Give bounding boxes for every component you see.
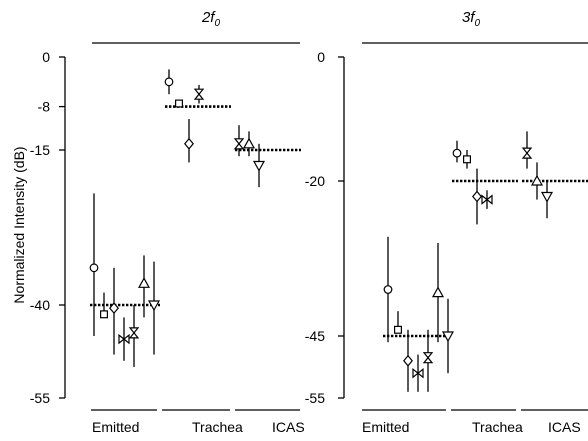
marker-bowtie-v bbox=[521, 147, 533, 159]
group-label: Trachea bbox=[472, 419, 523, 435]
marker-triangle-up bbox=[242, 137, 256, 149]
group-emitted: Emitted bbox=[89, 193, 161, 435]
marker-bowtie-h bbox=[412, 367, 424, 379]
marker-diamond bbox=[184, 137, 194, 150]
marker-bowtie-v bbox=[128, 327, 140, 339]
panel-title: 2f0 bbox=[201, 9, 221, 29]
marker-triangle-down bbox=[441, 331, 455, 343]
marker-bowtie-h bbox=[118, 333, 130, 345]
marker-square bbox=[394, 325, 403, 334]
marker-circle bbox=[452, 148, 462, 158]
marker-bowtie-v bbox=[233, 138, 245, 150]
marker-diamond bbox=[403, 354, 413, 367]
marker-bowtie-v bbox=[422, 352, 434, 364]
group-trachea: Trachea bbox=[162, 69, 243, 435]
group-trachea: Trachea bbox=[451, 140, 523, 435]
marker-triangle-up bbox=[530, 174, 544, 186]
marker-circle bbox=[164, 77, 174, 87]
y-tick-label: -15 bbox=[30, 142, 50, 158]
marker-diamond bbox=[472, 190, 482, 203]
y-tick-label: -40 bbox=[30, 297, 50, 313]
marker-triangle-down bbox=[252, 160, 266, 172]
marker-diamond bbox=[109, 302, 119, 315]
group-label: Emitted bbox=[362, 419, 409, 435]
panel-title-subscript: 0 bbox=[214, 18, 220, 29]
group-emitted: Emitted bbox=[362, 236, 455, 435]
group-icas: ICAS bbox=[233, 125, 305, 435]
marker-circle bbox=[383, 285, 393, 294]
marker-bowtie-v bbox=[193, 88, 205, 100]
group-icas: ICAS bbox=[521, 131, 588, 435]
group-label: Emitted bbox=[92, 419, 139, 435]
y-tick-label: 0 bbox=[42, 49, 50, 65]
marker-circle bbox=[89, 263, 99, 273]
marker-square bbox=[463, 155, 472, 164]
y-tick-label: -45 bbox=[305, 328, 325, 344]
marker-triangle-down bbox=[147, 300, 161, 312]
marker-triangle-down bbox=[540, 191, 554, 203]
y-tick-label: -20 bbox=[305, 173, 325, 189]
marker-square bbox=[99, 310, 108, 319]
group-label: ICAS bbox=[548, 419, 581, 435]
panel-title: 3f0 bbox=[462, 9, 481, 29]
panel-title-subscript: 0 bbox=[474, 18, 480, 29]
marker-square bbox=[175, 99, 184, 108]
marker-bowtie-h bbox=[481, 194, 493, 205]
y-tick-label: -55 bbox=[30, 390, 50, 406]
y-axis-label: Normalized Intensity (dB) bbox=[11, 146, 27, 303]
y-tick-label: -55 bbox=[305, 390, 325, 406]
marker-triangle-up bbox=[431, 286, 445, 298]
marker-triangle-up bbox=[137, 277, 151, 288]
group-label: ICAS bbox=[272, 419, 305, 435]
group-label: Trachea bbox=[192, 419, 243, 435]
y-tick-label: -8 bbox=[38, 99, 51, 115]
y-tick-label: 0 bbox=[317, 49, 325, 65]
